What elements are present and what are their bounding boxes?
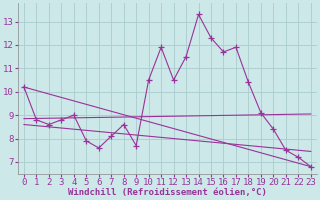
X-axis label: Windchill (Refroidissement éolien,°C): Windchill (Refroidissement éolien,°C) xyxy=(68,188,267,197)
